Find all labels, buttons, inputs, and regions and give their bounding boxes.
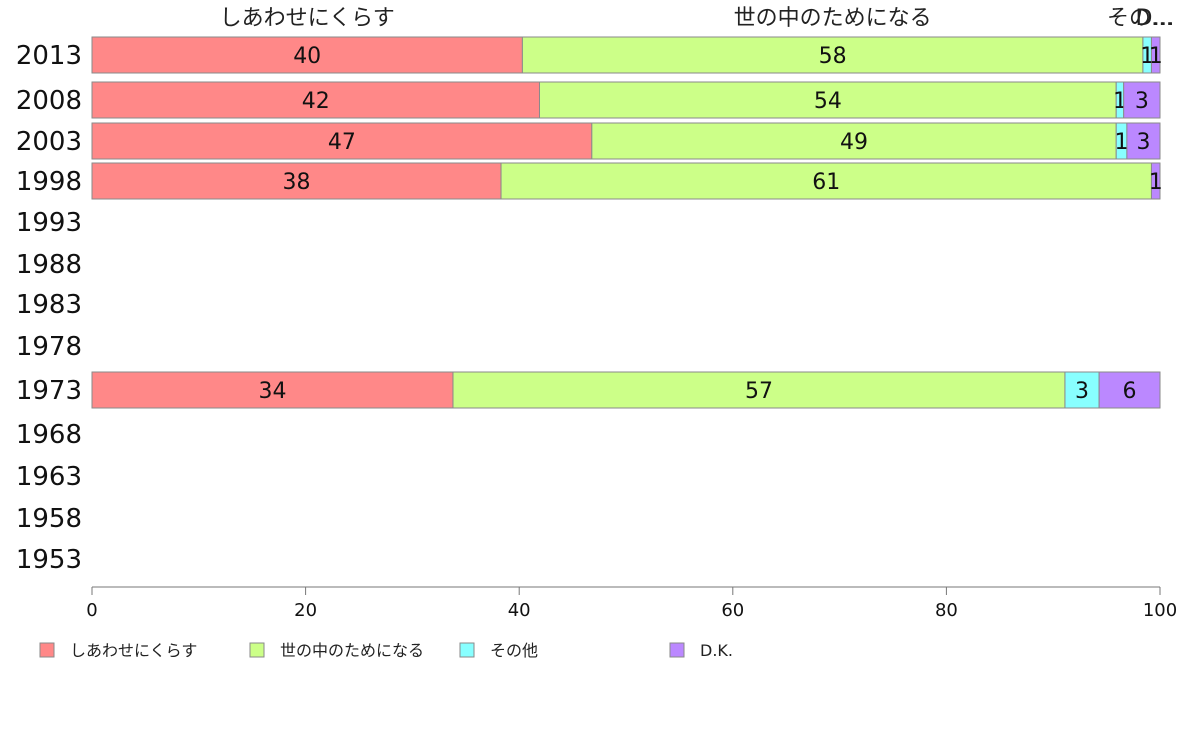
bar-segment [538,81,1117,119]
y-tick-label: 1978 [16,332,82,362]
bar-segment [91,36,523,74]
bar-value-label: 47 [328,130,356,155]
legend-swatch [459,642,475,658]
bar-value-label: 3 [1136,130,1150,155]
bar-value-label: 1 [1140,44,1154,69]
x-tick-label: 60 [721,600,744,621]
y-tick-label: 1998 [16,167,82,197]
y-tick-label: 2013 [16,41,82,71]
bar-value-label: 57 [745,379,773,404]
bar-segment [452,371,1066,409]
y-tick-label: 1958 [16,504,82,534]
bar-segment [91,81,540,119]
series-top-label: D… [1136,6,1175,31]
bar-segment [1150,36,1161,74]
series-top-label: 世の中のためになる [734,6,932,31]
x-tick-label: 20 [294,600,317,621]
y-tick-label: 1963 [16,462,82,492]
y-tick-label: 1988 [16,250,82,280]
bar-segment [1098,371,1161,409]
series-top-label: しあわせにくらす [220,6,395,31]
x-tick-label: 40 [508,600,531,621]
legend-label: D.K. [700,641,733,660]
legend-label: 世の中のためになる [280,641,424,660]
y-tick-label: 1983 [16,290,82,320]
legend-swatch [669,642,685,658]
bar-value-label: 1 [1149,170,1163,195]
bar-value-label: 1 [1115,130,1129,155]
x-tick-label: 80 [935,600,958,621]
bar-value-label: 38 [283,170,311,195]
bar-value-label: 6 [1123,379,1137,404]
bar-segment [1150,162,1161,200]
bar-value-label: 3 [1135,89,1149,114]
bar-segment [500,162,1152,200]
legend-swatch [249,642,265,658]
legend-swatch [39,642,55,658]
x-tick-label: 0 [86,600,97,621]
bar-segment [1126,122,1161,160]
y-tick-label: 2003 [16,127,82,157]
bar-value-label: 40 [293,44,321,69]
bar-segment [1123,81,1161,119]
bar-segment [521,36,1144,74]
x-tick-label: 100 [1143,600,1177,621]
bar-value-label: 34 [258,379,286,404]
bar-value-label: 3 [1075,379,1089,404]
legend-label: その他 [490,641,538,660]
series-top-label: その… [1107,6,1173,31]
legend-label: しあわせにくらす [70,641,197,660]
y-tick-label: 2008 [16,86,82,116]
bar-value-label: 61 [812,170,840,195]
bar-value-label: 54 [814,89,842,114]
y-tick-label: 1973 [16,376,82,406]
bar-value-label: 42 [302,89,330,114]
y-tick-label: 1968 [16,420,82,450]
bar-value-label: 58 [819,44,847,69]
y-tick-label: 1953 [16,545,82,575]
y-tick-label: 1993 [16,208,82,238]
bar-value-label: 1 [1149,44,1163,69]
bar-segment [91,162,502,200]
bar-value-label: 49 [840,130,868,155]
